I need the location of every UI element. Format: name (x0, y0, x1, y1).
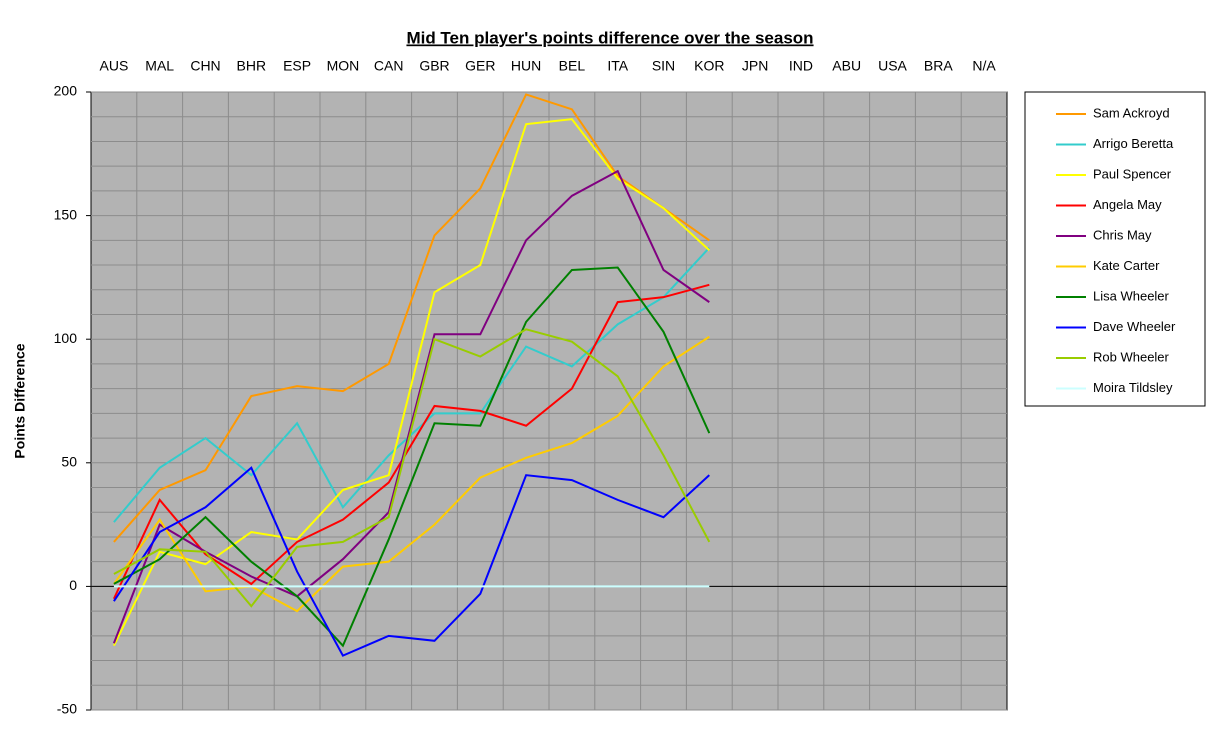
chart-title: Mid Ten player's points difference over … (406, 28, 813, 47)
legend (1024, 91, 1206, 407)
x-tick-label: GBR (419, 58, 449, 74)
x-tick-label: BRA (924, 58, 953, 74)
x-tick-label: CHN (190, 58, 220, 74)
x-tick-label: IND (789, 58, 813, 74)
x-tick-label: ESP (283, 58, 311, 74)
legend-label: Paul Spencer (1093, 166, 1172, 181)
x-tick-label: USA (878, 58, 907, 74)
x-tick-label: MON (327, 58, 360, 74)
y-tick-label: 200 (54, 83, 78, 99)
x-tick-label: HUN (511, 58, 541, 74)
x-tick-label: KOR (694, 58, 724, 74)
y-axis-label: Points Difference (12, 343, 28, 458)
series-line (112, 283, 710, 600)
legend-label: Arrigo Beretta (1093, 136, 1174, 151)
x-tick-label: SIN (652, 58, 675, 74)
y-tick-label: 0 (69, 577, 77, 593)
series-line (113, 335, 710, 613)
x-tick-label: ABU (832, 58, 861, 74)
legend-label: Rob Wheeler (1093, 349, 1170, 364)
x-tick-label: BEL (559, 58, 586, 74)
series-line (113, 466, 710, 657)
legend-label: Moira Tildsley (1093, 380, 1173, 395)
y-tick-label: -50 (57, 701, 77, 717)
series-line (113, 247, 711, 523)
y-tick-label: 150 (54, 206, 78, 222)
series-line (113, 266, 711, 648)
y-tick-label: 50 (61, 454, 77, 470)
x-tick-label: ITA (607, 58, 628, 74)
x-tick-label: N/A (972, 58, 996, 74)
legend-label: Dave Wheeler (1093, 319, 1176, 334)
x-tick-label: BHR (237, 58, 267, 74)
series-line (113, 328, 711, 608)
legend-label: Lisa Wheeler (1093, 288, 1170, 303)
legend-label: Kate Carter (1093, 258, 1160, 273)
x-tick-label: AUS (100, 58, 129, 74)
legend-label: Chris May (1093, 227, 1152, 242)
legend-label: Angela May (1093, 197, 1162, 212)
legend-label: Sam Ackroyd (1093, 105, 1170, 120)
x-tick-label: CAN (374, 58, 404, 74)
y-tick-label: 100 (54, 330, 78, 346)
series-line (113, 93, 710, 543)
x-tick-label: GER (465, 58, 495, 74)
series-line (112, 169, 710, 644)
x-tick-label: MAL (145, 58, 174, 74)
x-tick-label: JPN (742, 58, 768, 74)
